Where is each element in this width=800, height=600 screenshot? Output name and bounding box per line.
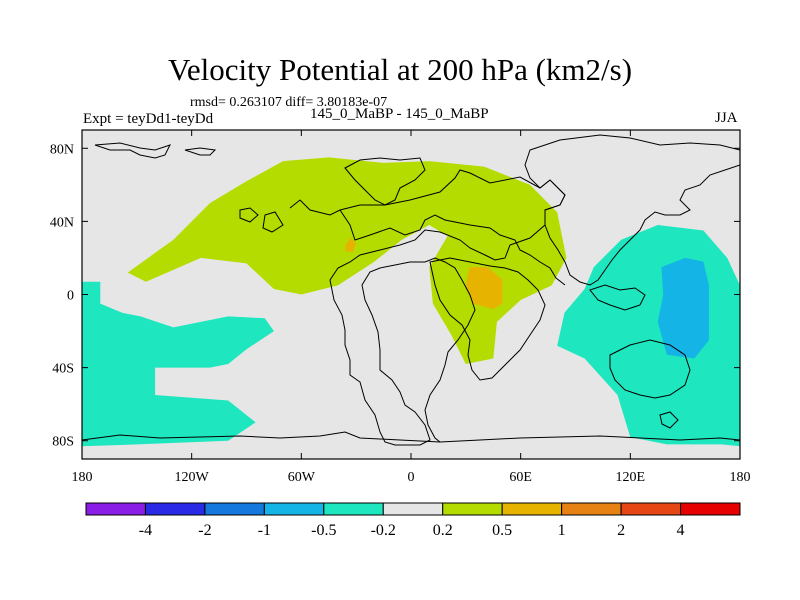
contour-region-negative-west [82,281,274,447]
colorbar-swatch [561,502,622,516]
coastline-europe [289,199,566,286]
season-label: JJA [715,110,738,126]
coastline-arctic-islands [94,142,284,233]
x-tick-label: 120W [175,470,210,485]
x-tick-label: 60E [509,470,532,485]
y-tick-label: 80N [50,142,74,157]
colorbar-swatch [85,502,146,516]
x-tick-label: 0 [408,470,415,485]
contour-region-positive-north [127,157,567,364]
coastline-layer [82,134,740,446]
colorbar-swatch [382,502,444,516]
x-tick-label: 180 [72,470,93,485]
colorbar-swatch [501,502,563,516]
colorbar-label: -2 [198,522,211,539]
axis-ticks [81,130,741,459]
coastline-asia [524,134,740,286]
experiment-label: Expt = teyDd1-teyDd [83,111,214,127]
colorbar-label: 4 [677,522,685,539]
y-tick-label: 80S [52,435,74,450]
colorbar-swatch [204,502,265,516]
x-tick-label: 60W [288,470,316,485]
colorbar-swatch [263,502,325,516]
colorbar-swatch [442,502,503,516]
x-tick-label: 180 [730,470,751,485]
colorbar-label: 0.2 [433,522,453,539]
colorbar-swatch [144,502,206,516]
x-tick-labels: 180 120W 60W 0 60E 120E 180 [72,470,751,485]
contour-fill-layer [82,157,740,447]
y-tick-labels: 80N 40N 0 40S 80S [50,142,74,449]
contour-region-positive-center [465,267,503,310]
colorbar-labels: -4 -2 -1 -0.5 -0.2 0.2 0.5 1 2 4 [139,522,685,539]
chart-title: Velocity Potential at 200 hPa (km2/s) [167,52,633,87]
colorbar-label: 1 [558,522,566,539]
coastline-africa [429,257,546,381]
period-label: 145_0_MaBP - 145_0_MaBP [310,106,489,122]
colorbar-label: 0.5 [492,522,512,539]
colorbar-swatch [620,502,682,516]
coastline-antarctica [82,431,740,443]
coastline-greenland [344,157,426,206]
colorbar-swatch [680,502,741,516]
colorbar-label: -0.5 [311,522,336,539]
colorbar-label: -1 [258,522,271,539]
y-tick-label: 40N [50,215,74,230]
colorbar-label: -0.2 [371,522,396,539]
coastline-australia [589,284,691,429]
contour-region-strong-negative [657,257,709,359]
y-tick-label: 0 [67,289,74,304]
colorbar-label: 2 [617,522,625,539]
colorbar-swatch [323,502,384,516]
x-tick-label: 120E [616,470,646,485]
stats-label: rmsd= 0.263107 diff= 3.80183e-07 [190,95,388,110]
y-tick-label: 40S [52,362,74,377]
colorbar [85,502,741,516]
colorbar-label: -4 [139,522,152,539]
contour-region-positive-small [345,237,357,253]
